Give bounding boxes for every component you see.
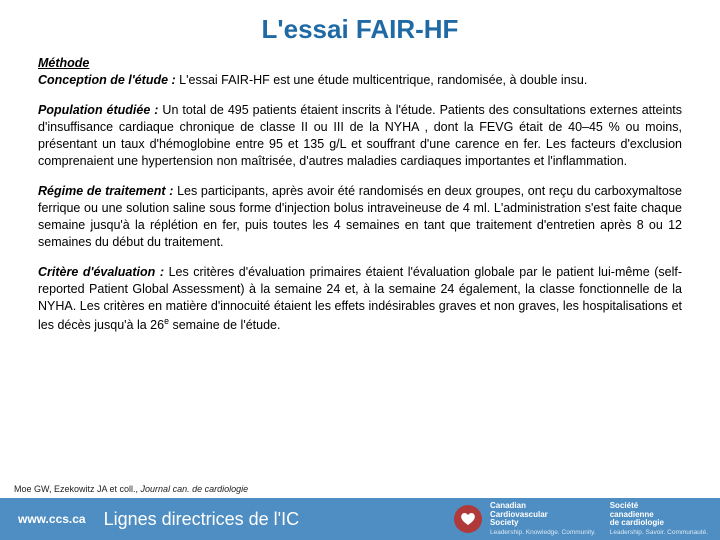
para-4-label: Critère d'évaluation : — [38, 265, 169, 279]
para-2-label: Population étudiée : — [38, 103, 162, 117]
org-en-l3: Society — [490, 519, 596, 528]
footer-subtitle: Lignes directrices de l'IC — [104, 509, 454, 530]
org-fr: Société canadienne de cardiologie Leader… — [610, 502, 708, 537]
slide: L'essai FAIR-HF Méthode Conception de l'… — [0, 0, 720, 540]
para-3: Régime de traitement : Les participants,… — [38, 183, 682, 252]
para-3-label: Régime de traitement : — [38, 184, 177, 198]
para-4: Critère d'évaluation : Les critères d'év… — [38, 264, 682, 335]
org-text: Canadian Cardiovascular Society Leadersh… — [490, 502, 708, 537]
footer-bar: www.ccs.ca Lignes directrices de l'IC Ca… — [0, 498, 720, 540]
org-fr-tag: Leadership. Savoir. Communauté. — [610, 529, 708, 536]
para-2: Population étudiée : Un total de 495 pat… — [38, 102, 682, 171]
para-1-label: Conception de l'étude : — [38, 73, 179, 87]
para-1: Méthode Conception de l'étude : L'essai … — [38, 55, 682, 90]
para-1-text: L'essai FAIR-HF est une étude multicentr… — [179, 73, 587, 87]
org-en-tag: Leadership. Knowledge. Community. — [490, 529, 596, 536]
footer-logo-block: Canadian Cardiovascular Society Leadersh… — [454, 502, 720, 537]
footer-url: www.ccs.ca — [0, 512, 104, 526]
citation-journal: Journal can. de cardiologie — [141, 484, 249, 494]
org-fr-l3: de cardiologie — [610, 519, 708, 528]
citation-authors: Moe GW, Ezekowitz JA et coll., — [14, 484, 141, 494]
org-en: Canadian Cardiovascular Society Leadersh… — [490, 502, 596, 537]
heart-logo-icon — [454, 505, 482, 533]
slide-body: Méthode Conception de l'étude : L'essai … — [0, 55, 720, 482]
slide-title: L'essai FAIR-HF — [0, 0, 720, 55]
citation: Moe GW, Ezekowitz JA et coll., Journal c… — [0, 482, 720, 498]
section-head: Méthode — [38, 56, 89, 70]
